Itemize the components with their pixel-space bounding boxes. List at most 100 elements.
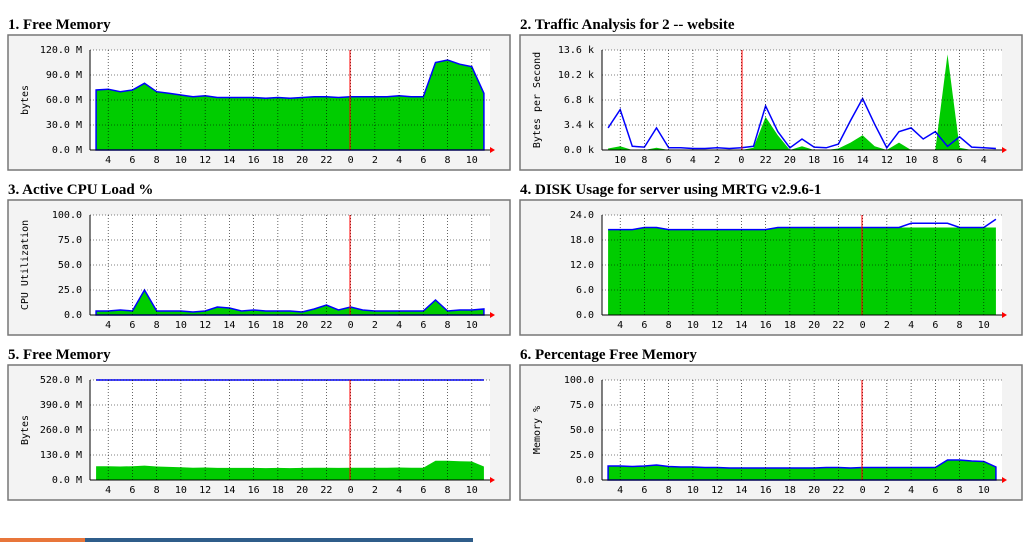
x-tick-label: 4 [908,485,914,496]
y-tick-label: 25.0 [570,450,594,461]
x-tick-label: 4 [396,155,402,166]
x-tick-label: 10 [466,320,478,331]
x-tick-label: 10 [175,485,187,496]
x-tick-label: 10 [978,320,990,331]
x-tick-label: 14 [223,320,235,331]
y-tick-label: 0.0 [576,475,594,486]
footer-bar [85,538,473,542]
y-tick-label: 120.0 M [40,45,82,56]
x-tick-label: 18 [272,320,284,331]
chart-title: 2. Traffic Analysis for 2 -- website [520,17,735,33]
x-tick-label: 8 [666,320,672,331]
y-tick-label: 13.6 k [558,45,594,56]
y-tick-label: 100.0 [564,375,594,386]
x-tick-label: 12 [711,320,723,331]
x-tick-label: 10 [978,485,990,496]
x-tick-label: 6 [641,320,647,331]
x-tick-label: 8 [957,485,963,496]
x-tick-label: 14 [735,485,747,496]
x-tick-label: 6 [129,485,135,496]
y-tick-label: 50.0 [58,260,82,271]
line [607,96,996,150]
x-tick-label: 16 [248,155,260,166]
x-tick-label: 4 [690,155,696,166]
x-tick-label: 0 [738,155,744,166]
y-tick-label: 100.0 [52,210,82,221]
x-tick-label: 6 [129,155,135,166]
y-tick-label: 0.0 [64,310,82,321]
x-tick-label: 22 [320,485,332,496]
x-tick-label: 4 [396,485,402,496]
x-tick-label: 6 [641,485,647,496]
x-tick-label: 12 [199,485,211,496]
y-axis-label: CPU Utilization [20,220,31,310]
y-tick-label: 3.4 k [564,120,594,131]
x-axis-arrow [1002,312,1007,318]
x-tick-label: 6 [932,485,938,496]
x-tick-label: 10 [175,155,187,166]
x-tick-label: 18 [808,155,820,166]
x-tick-label: 8 [957,320,963,331]
y-tick-label: 520.0 M [40,375,82,386]
x-tick-label: 8 [932,155,938,166]
x-tick-label: 6 [129,320,135,331]
x-tick-label: 2 [372,485,378,496]
x-tick-label: 4 [396,320,402,331]
chart-title: 6. Percentage Free Memory [520,347,697,363]
y-tick-label: 24.0 [570,210,594,221]
y-tick-label: 0.0 M [52,145,82,156]
x-axis-arrow [1002,477,1007,483]
y-tick-label: 10.2 k [558,70,594,81]
x-tick-label: 22 [320,155,332,166]
x-tick-label: 0 [348,320,354,331]
x-tick-label: 8 [154,320,160,331]
x-tick-label: 2 [714,155,720,166]
x-tick-label: 18 [784,485,796,496]
x-tick-label: 22 [320,320,332,331]
x-tick-label: 4 [908,320,914,331]
x-tick-label: 0 [348,155,354,166]
y-tick-label: 260.0 M [40,425,82,436]
x-tick-label: 16 [760,320,772,331]
y-tick-label: 60.0 M [46,95,82,106]
area [95,288,485,316]
x-tick-label: 2 [372,155,378,166]
y-tick-label: 6.0 [576,285,594,296]
y-tick-label: 390.0 M [40,400,82,411]
x-tick-label: 6 [420,320,426,331]
y-axis-label: Memory % [532,406,543,454]
y-axis-label: bytes [20,85,31,115]
x-axis-arrow [1002,147,1007,153]
x-tick-label: 8 [445,485,451,496]
y-tick-label: 130.0 M [40,450,82,461]
area [96,460,484,480]
x-tick-label: 10 [687,485,699,496]
x-tick-label: 22 [760,155,772,166]
x-tick-label: 16 [832,155,844,166]
y-axis-label: Bytes [20,415,31,445]
x-tick-label: 4 [105,320,111,331]
x-tick-label: 0 [348,485,354,496]
y-axis-label: Bytes per Second [532,52,543,148]
chart-title: 5. Free Memory [8,347,111,363]
y-tick-label: 0.0 M [52,475,82,486]
x-tick-label: 12 [199,155,211,166]
x-tick-label: 4 [105,485,111,496]
y-tick-label: 25.0 [58,285,82,296]
x-tick-label: 20 [808,320,820,331]
x-tick-label: 20 [784,155,796,166]
y-tick-label: 75.0 [570,400,594,411]
x-tick-label: 2 [884,320,890,331]
x-tick-label: 6 [420,155,426,166]
footer-bar-accent [0,538,85,542]
x-tick-label: 16 [760,485,772,496]
x-tick-label: 6 [932,320,938,331]
y-tick-label: 0.0 [576,310,594,321]
x-tick-label: 18 [784,320,796,331]
y-tick-label: 50.0 [570,425,594,436]
x-tick-label: 16 [248,320,260,331]
x-tick-label: 20 [296,320,308,331]
x-axis-arrow [490,477,495,483]
y-tick-label: 90.0 M [46,70,82,81]
x-tick-label: 2 [372,320,378,331]
